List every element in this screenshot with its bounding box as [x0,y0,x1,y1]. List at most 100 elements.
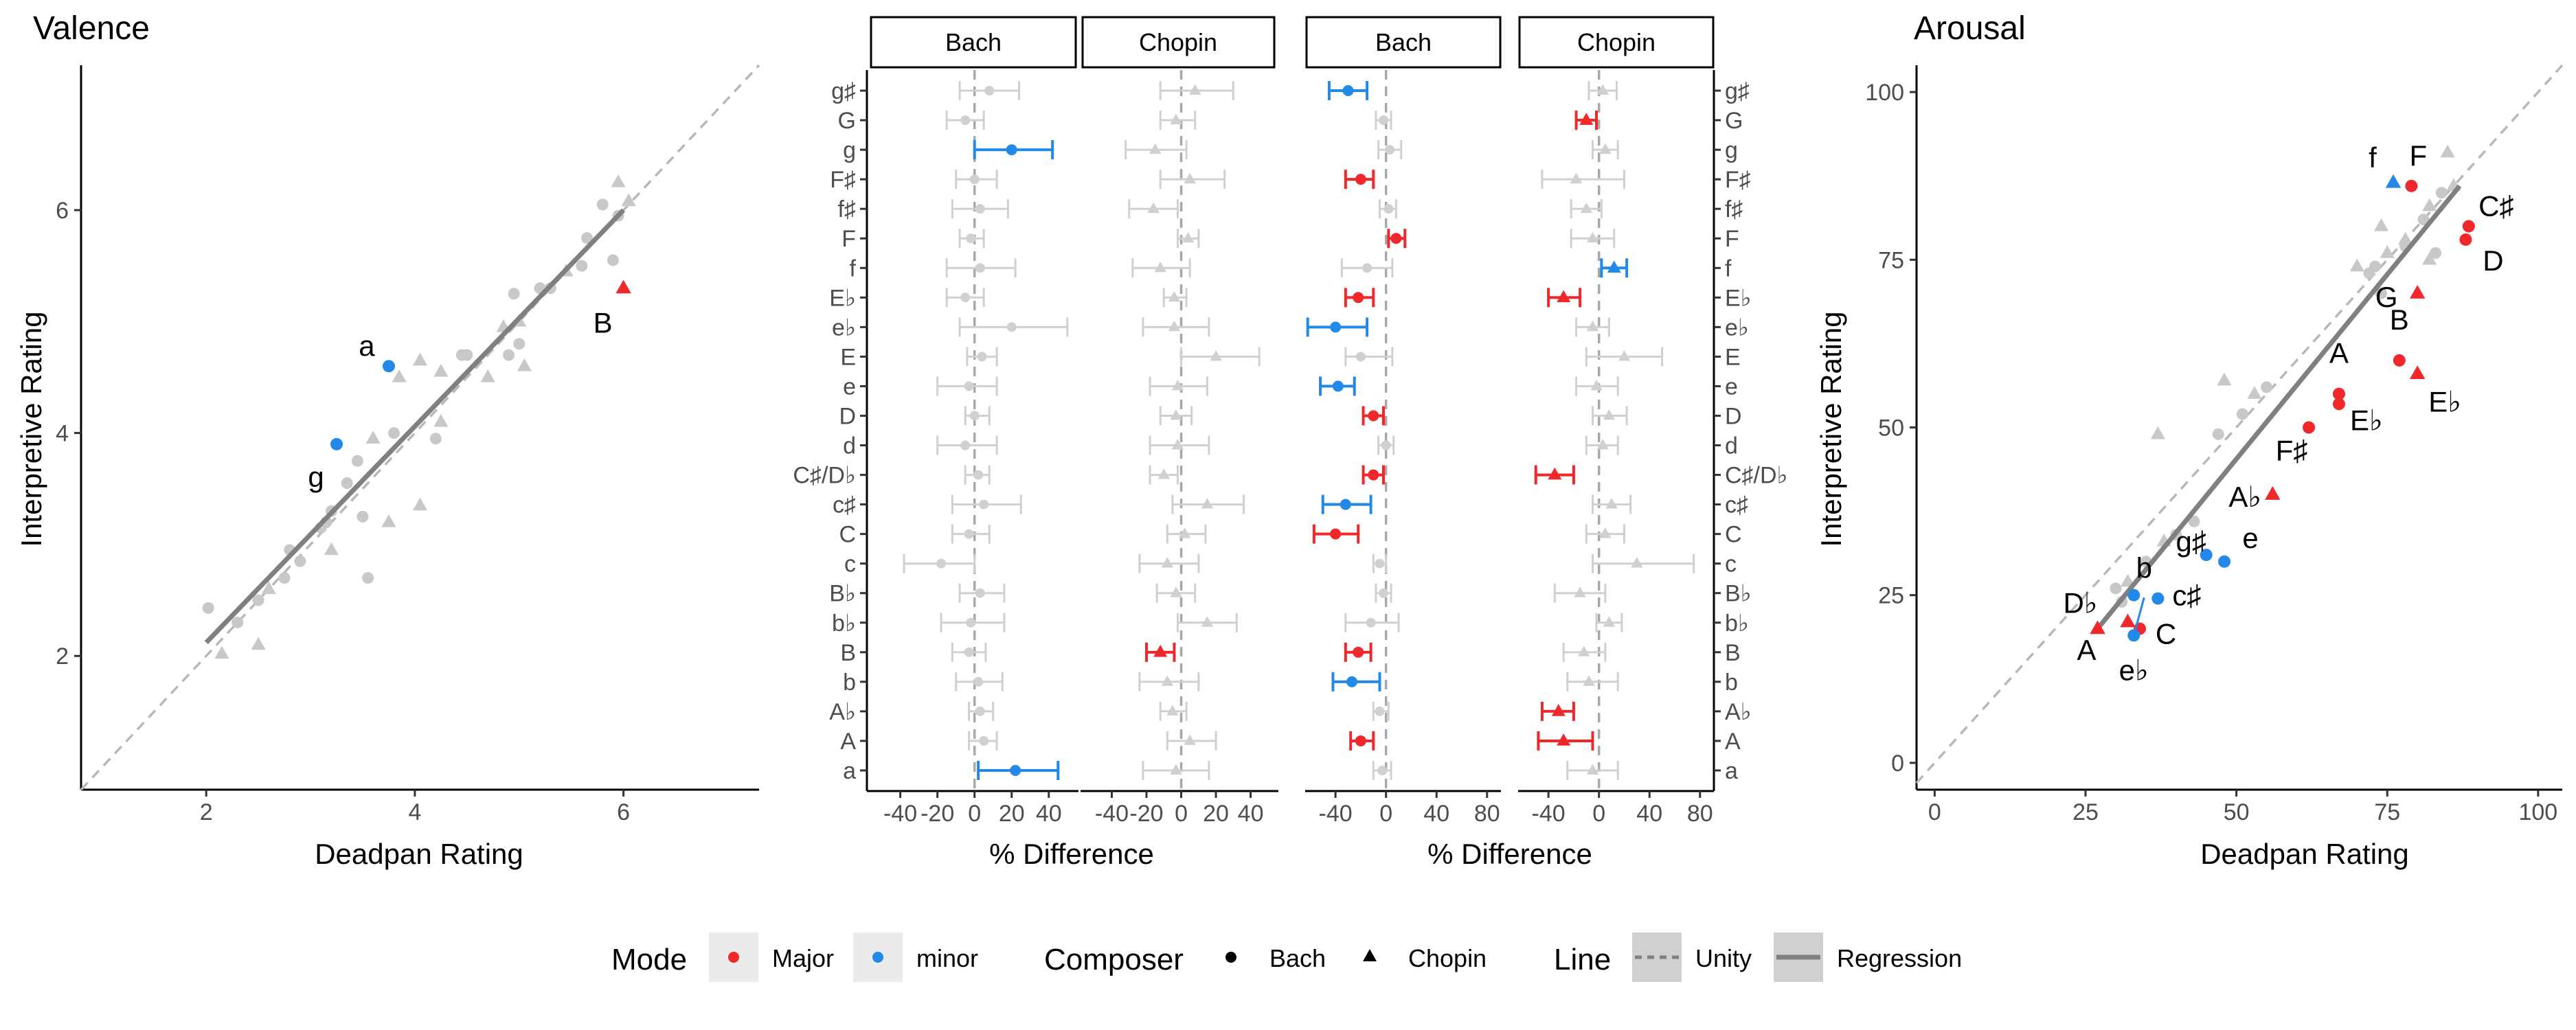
bach-estimate [979,499,989,510]
bach-point [231,617,244,629]
chopin-estimate [1599,143,1612,154]
chopin-estimate [1166,705,1179,716]
legend-chopin-symbol [1363,949,1377,961]
chopin-estimate [1168,290,1181,302]
forest2-strip-bach-label: Bach [1375,28,1432,56]
x-tick-label: 75 [2374,799,2400,825]
forest-x-tick-label: 40 [1423,801,1449,827]
point-label-e: e [2242,522,2258,554]
chopin-estimate [1153,645,1168,657]
highlight-point-E♭ [2409,365,2426,380]
chopin-point [251,637,266,650]
chopin-point [412,497,428,511]
highlight-point-e [2218,555,2231,568]
chopin-estimate [1557,733,1571,746]
forest-x-tick-label: -40 [883,801,917,827]
bach-estimate [975,706,985,716]
point-label-a: a [359,330,375,362]
highlight-point-g [330,437,343,450]
chopin-estimate [1557,290,1571,303]
chopin-point [324,542,339,556]
category-label-right: B [1725,640,1741,666]
bach-estimate [1368,469,1379,481]
chopin-estimate [1596,84,1609,95]
arousal-panel: Arousal 0 25 50 75 100 0 25 50 75 100 F C♯ D GB E♭ A E♭ F… [1815,10,2564,870]
chopin-estimate [1570,172,1583,184]
legend-line-title: Line [1554,943,1611,976]
bach-estimate [966,617,976,628]
forest-x-tick-label: 0 [1592,801,1605,827]
x-tick-label: 2 [200,799,213,825]
legend-minor-label: minor [916,944,978,972]
x-tick-label: 100 [2518,799,2557,825]
bach-point [2435,187,2448,199]
bach-point [503,349,515,361]
highlight-point-F♯ [2303,421,2316,434]
point-label-b: b [2136,552,2152,584]
highlight-point-a [382,360,395,373]
category-label-left: a [843,758,856,784]
chopin-point [611,174,626,187]
forest1-strip-chopin-label: Chopin [1139,28,1217,56]
bach-estimate [969,411,980,421]
unity-line [80,64,760,791]
bach-estimate [964,647,974,657]
chopin-estimate [1168,320,1181,332]
bach-estimate [984,86,995,95]
point-label-e♭: e♭ [2119,654,2149,686]
bach-point [357,510,369,523]
bach-point [429,433,442,445]
legend-bach-label: Bach [1269,944,1326,972]
chopin-estimate [1603,616,1616,627]
point-label-g: g [308,461,324,493]
chopin-point [214,645,229,659]
bach-point [278,572,291,584]
bach-estimate [1342,85,1354,96]
valence-panel: Valence 2 4 6 2 4 6 a g B Deadpan Rating Interpr… [15,10,760,870]
chopin-point [365,431,381,444]
category-label-left: F [841,226,856,252]
chopin-estimate [1577,645,1590,656]
point-label-c♯: c♯ [2172,580,2201,612]
forest-x-tick-label: 0 [1175,801,1188,827]
highlight-point-A [2332,387,2345,400]
chopin-estimate [1161,557,1174,568]
forest-x-tick-label: -40 [1319,801,1353,827]
chopin-estimate [1596,439,1609,450]
x-tick-label: 50 [2224,799,2250,825]
chopin-estimate [1184,172,1196,184]
x-tick-label: 0 [1928,799,1941,825]
bach-estimate [1375,706,1385,716]
point-label-B: B [2390,304,2409,336]
category-label-left: C [839,522,856,548]
category-label-right: F [1725,226,1739,252]
chopin-point [433,413,449,427]
chopin-estimate [1178,527,1191,538]
legend-unity-label: Unity [1695,944,1752,972]
legend-composer-title: Composer [1044,943,1184,976]
chopin-point [621,193,636,207]
bach-estimate [1379,115,1388,126]
forest1-strip-bach-label: Bach [945,28,1002,56]
x-tick-label: 25 [2072,799,2099,825]
category-label-right: e♭ [1725,314,1749,341]
bach-point [294,555,306,567]
arousal-title: Arousal [1914,10,2026,47]
forest1-x-label: % Difference [989,838,1154,870]
point-label-A: A [2077,634,2096,666]
bach-estimate [1362,263,1372,273]
point-label-E♭: E♭ [2350,404,2383,436]
category-label-right: B♭ [1725,581,1752,607]
bach-estimate [1381,440,1391,450]
y-tick-label: 100 [1865,80,1904,106]
point-label-C: C [2156,618,2176,650]
category-label-right: b♭ [1725,610,1749,637]
forest1-strip-bach [870,16,1077,69]
category-label-left: g [843,137,856,163]
chopin-estimate [1631,557,1643,568]
bach-estimate [973,470,984,480]
highlight-point-B [615,279,631,294]
bach-estimate [936,558,947,569]
